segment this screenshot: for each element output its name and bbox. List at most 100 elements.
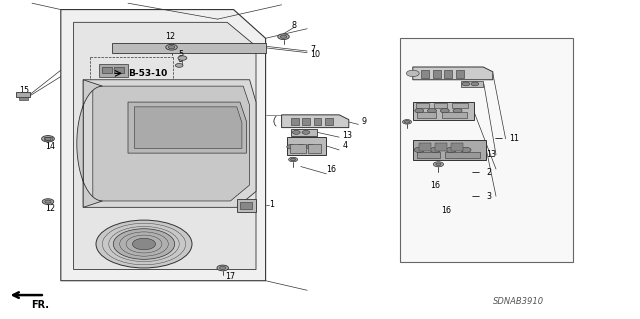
Bar [417, 152, 440, 158]
Text: 1: 1 [269, 200, 274, 209]
Bar [435, 143, 447, 151]
Text: 7: 7 [310, 45, 316, 54]
Circle shape [132, 238, 156, 250]
Polygon shape [413, 140, 486, 160]
Circle shape [280, 35, 287, 38]
Circle shape [45, 200, 51, 203]
Text: 17: 17 [225, 272, 236, 281]
Polygon shape [112, 43, 266, 53]
Bar [314, 118, 321, 125]
Text: 6: 6 [178, 56, 183, 64]
Text: 16: 16 [326, 165, 337, 174]
Text: 13: 13 [486, 150, 497, 159]
Bar [302, 118, 310, 125]
Circle shape [461, 147, 471, 152]
Circle shape [406, 70, 419, 77]
Text: 15: 15 [19, 86, 29, 95]
Polygon shape [134, 107, 242, 148]
Polygon shape [83, 80, 256, 207]
Bar [451, 143, 463, 151]
Text: B-53-10: B-53-10 [128, 69, 167, 78]
Text: 5: 5 [178, 50, 183, 59]
Circle shape [291, 158, 296, 161]
Text: FR.: FR. [31, 300, 49, 310]
Bar [452, 103, 468, 108]
Polygon shape [77, 80, 102, 207]
Bar [400, 38, 573, 262]
Circle shape [436, 163, 441, 166]
Polygon shape [287, 137, 326, 155]
Bar [44, 137, 52, 140]
Text: 4: 4 [342, 141, 348, 150]
Text: 14: 14 [45, 142, 55, 151]
Polygon shape [61, 10, 266, 281]
Circle shape [440, 108, 449, 113]
Text: —: — [472, 150, 480, 159]
Text: 9: 9 [362, 117, 367, 126]
Bar [325, 118, 333, 125]
Polygon shape [413, 102, 474, 120]
Circle shape [287, 145, 296, 149]
Polygon shape [128, 102, 246, 153]
Circle shape [217, 265, 228, 271]
Bar [433, 70, 441, 78]
Circle shape [430, 147, 440, 152]
Bar [417, 112, 436, 118]
Text: 3: 3 [486, 192, 492, 201]
Circle shape [306, 145, 315, 149]
Circle shape [42, 136, 54, 142]
Text: SDNAB3910: SDNAB3910 [493, 297, 544, 306]
Bar [290, 144, 306, 153]
Bar [102, 67, 112, 73]
Text: 10: 10 [310, 50, 321, 59]
Circle shape [403, 120, 412, 124]
Bar [291, 118, 299, 125]
Circle shape [175, 63, 183, 67]
Text: 16: 16 [442, 206, 452, 215]
Bar [434, 103, 447, 108]
Circle shape [462, 82, 470, 86]
Circle shape [113, 229, 175, 259]
Bar [444, 70, 452, 78]
Circle shape [166, 44, 177, 50]
Text: 16: 16 [430, 181, 440, 189]
Text: —: — [472, 192, 480, 201]
Text: —: — [495, 134, 502, 143]
Circle shape [96, 220, 192, 268]
Circle shape [168, 46, 175, 49]
Circle shape [302, 130, 310, 134]
Circle shape [292, 130, 300, 134]
Bar [456, 70, 464, 78]
Circle shape [42, 199, 54, 204]
Circle shape [45, 137, 51, 140]
Circle shape [446, 147, 456, 152]
Text: 13: 13 [342, 131, 353, 140]
Circle shape [453, 108, 462, 113]
Polygon shape [93, 86, 250, 201]
Bar [240, 202, 252, 209]
Text: 12: 12 [165, 33, 175, 41]
Polygon shape [74, 22, 256, 270]
Circle shape [415, 108, 424, 113]
Text: 12: 12 [45, 204, 55, 213]
Polygon shape [237, 199, 256, 212]
Polygon shape [413, 67, 493, 80]
Bar [308, 144, 321, 153]
Bar [114, 67, 124, 73]
Circle shape [428, 108, 436, 113]
Circle shape [471, 82, 479, 86]
Circle shape [433, 162, 444, 167]
Polygon shape [461, 81, 483, 87]
Bar [19, 97, 28, 100]
Bar [445, 152, 480, 158]
Circle shape [278, 34, 289, 40]
Circle shape [289, 157, 298, 162]
Circle shape [296, 145, 305, 149]
Bar [421, 70, 429, 78]
Circle shape [178, 56, 187, 60]
Circle shape [404, 121, 410, 123]
Text: —: — [472, 168, 480, 177]
Polygon shape [99, 64, 128, 77]
Text: 11: 11 [509, 134, 519, 143]
Text: 2: 2 [486, 168, 492, 177]
